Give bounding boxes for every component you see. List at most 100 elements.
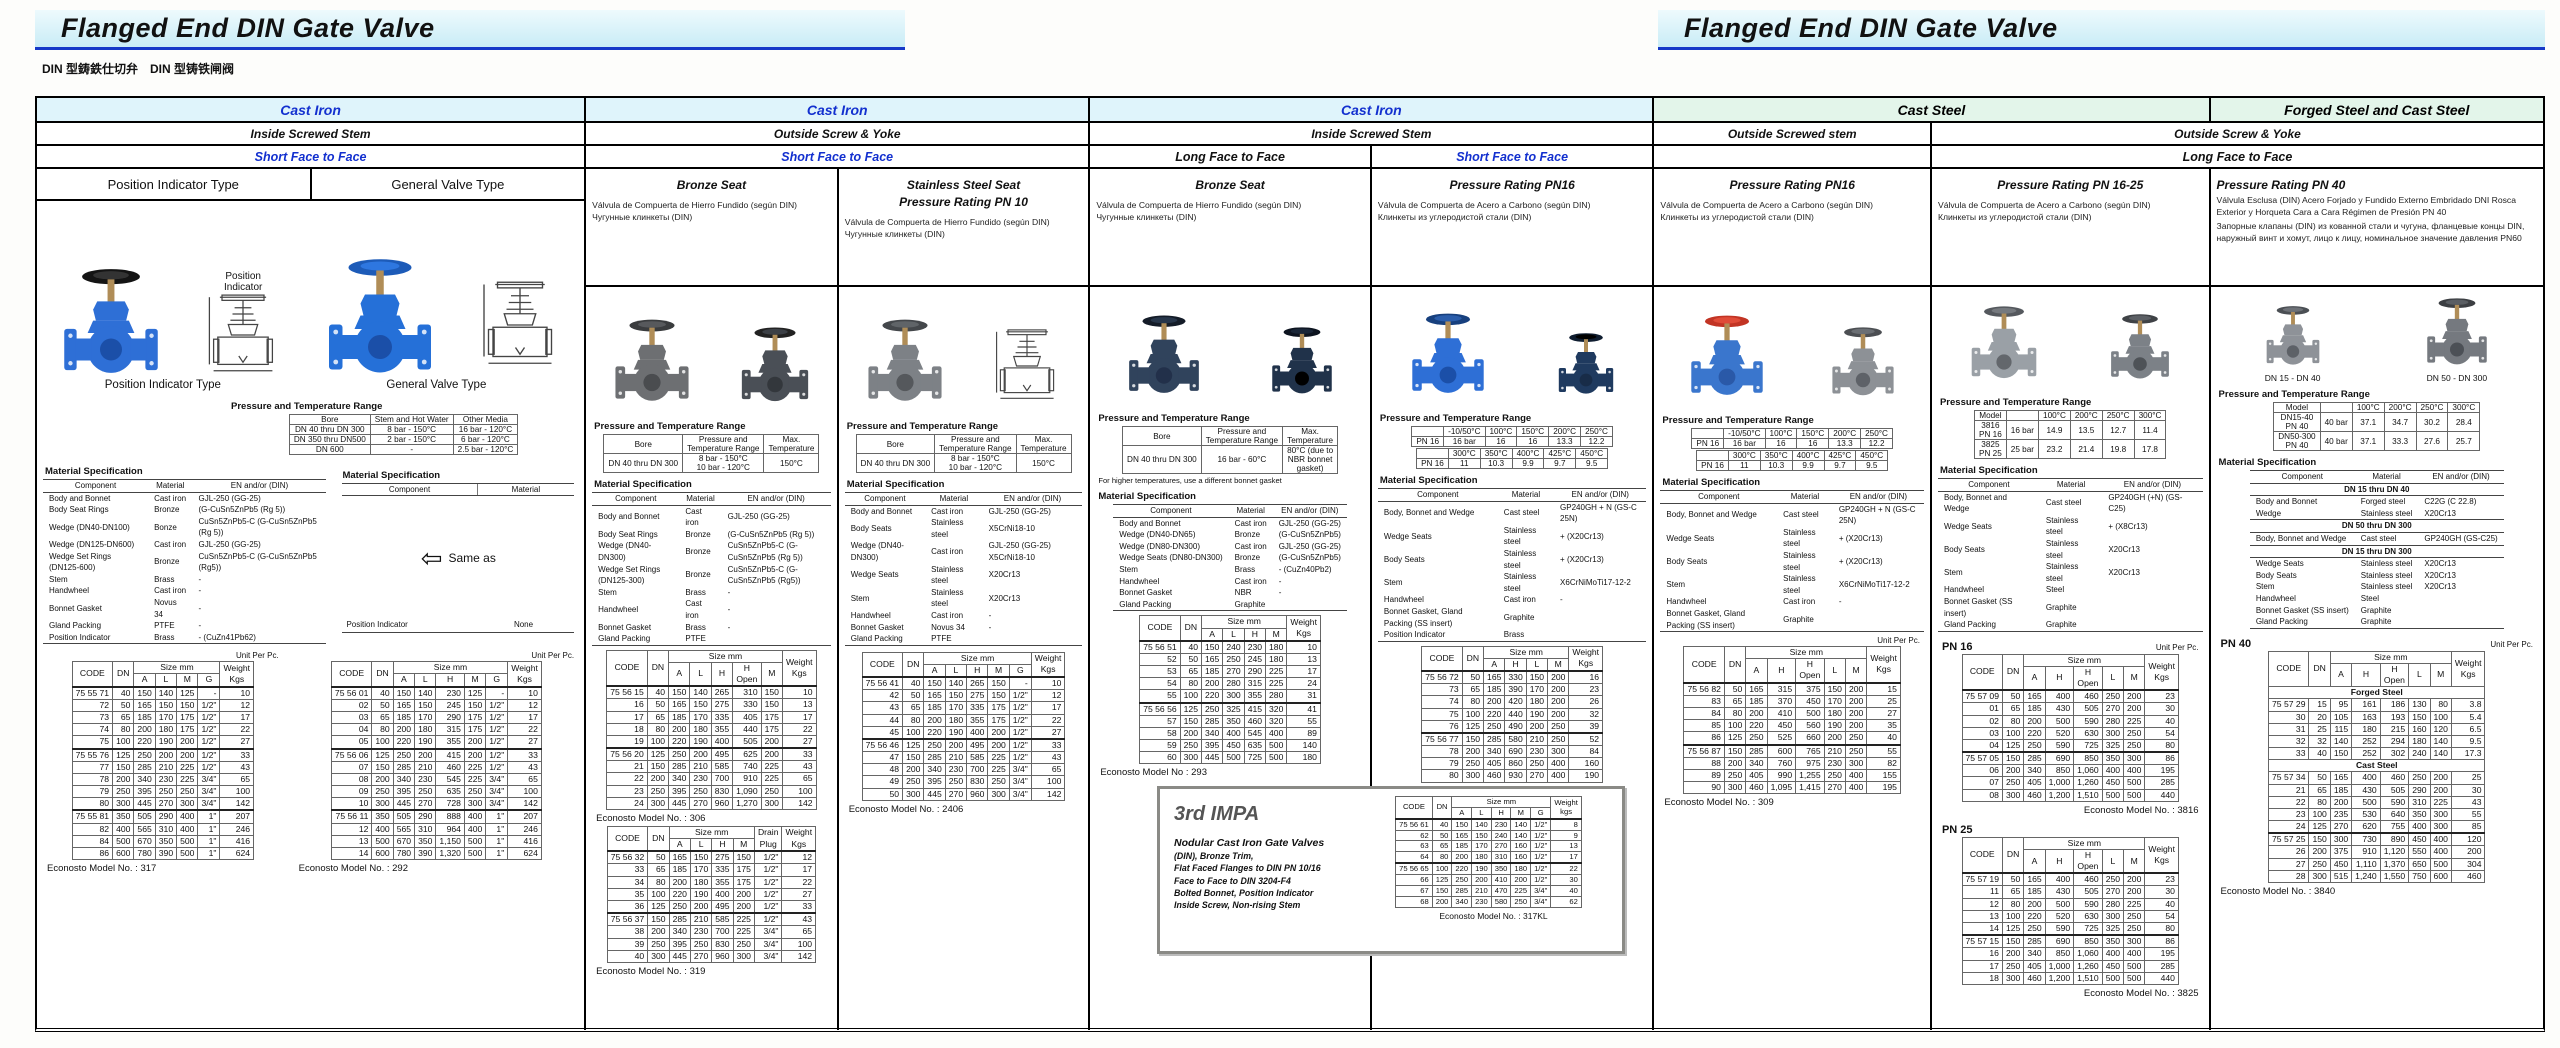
valve-photo-c1 [868,319,942,401]
panel-pn16-inside-short: Pressure Rating PN16 Válvula de Compuert… [1371,169,1655,1030]
material-spec-table-b: Component Material EN and/or (DIN) Body and… [586,492,837,646]
panel-bronze-seat-osy: Bronze Seat Válvula de Compuerta de Hier… [586,169,839,1030]
face-header-row: Short Face to Face Short Face to Face Lo… [37,146,2543,169]
valve-photo-position-indicator [64,269,159,373]
panel-f-title: Pressure Rating PN16 [1729,178,1855,192]
data-table: CODE DN Size mm Drain Plug Weight Kgs A L H M 75 … [606,825,817,963]
valve-photo-f1 [1691,315,1763,395]
data-table: CODE DN Size mm Weight Kgs A L H M G 75 56 41 40 15… [861,651,1066,801]
dimension-table-3840: CODE DN Size mm Weight Kgs A H H Open L M Forged … [2211,650,2543,883]
position-indicator-callout: Position Indicator [223,271,263,293]
title-band-right: Flanged End DIN Gate Valve [1658,10,2545,50]
model-no-3840: Econosto Model No. : 3840 [2220,885,2336,897]
face-long-2: Long Face to Face [2182,149,2293,164]
material-spec-table-a: Component Material EN and/or (DIN) Body and… [37,479,332,645]
page-title: Flanged End DIN Gate Valve [61,13,435,43]
stub-col-component: Component [388,485,431,494]
data-table: CODE DN Size mm Weight Kgs A L H H Open M 75 56 1… [606,649,817,810]
panel-pn40-forged-cast: Pressure Rating PN 40 Válvula Esclusa (D… [2210,169,2543,1030]
data-table: CODE DN Size mm Weight Kgs A H H Open L M Forged … [2268,650,2486,883]
title-band-left: Flanged End DIN Gate Valve [35,10,905,50]
dimension-table-306: CODE DN Size mm Weight Kgs A L H H Open M 75 56 1… [586,649,837,810]
caption-dn50-300: DN 50 - DN 300 [2426,373,2488,383]
unit-note-f: Unit Per Pc. [1877,636,1920,646]
group-cast-iron-2: Cast Iron [586,98,1091,121]
data-table: Model 100°C 200°C 250°C 300°C DN15-40 PN 40 40… [2273,402,2481,451]
valve-photo-h1 [2266,306,2319,365]
unit-note-a2: Unit Per Pc. [531,651,575,661]
data-table: Bore Pressure and Temperature Range Max. T… [855,434,1072,473]
data-table: 300°C 350°C 400°C 425°C 450°C PN 16 11 10.3 9.9 9… [1696,450,1889,471]
stem-osy-2: Outside Screw & Yoke [2174,126,2301,141]
pt-range-title-e: Pressure and Temperature Range [1379,413,1532,424]
page-title-right: Flanged End DIN Gate Valve [1684,13,2058,43]
data-table: CODE DN Size mm Weight Kgs A L H M 75 56 51 40 150… [1139,615,1321,765]
panel-h-desc-ru: Запорные клапаны (DIN) из кованной стали… [2216,221,2525,243]
face-short-3: Short Face to Face [1372,146,1655,167]
valve-photo-g2 [2111,314,2170,379]
data-table: CODE DN Size mm Weight Kgs A L H M G 75 56 01 40 15… [330,661,542,861]
valve-photo-e1 [1412,313,1484,393]
data-table: Component Material EN and/or (DIN) Body and… [43,479,327,645]
pt-range-table-e2: 300°C 350°C 400°C 425°C 450°C PN 16 11 10.3 9.9 9… [1372,448,1653,469]
pt-range-table-c: Bore Pressure and Temperature Range Max. T… [839,434,1089,473]
data-table: CODE DN Size mm Weight Kgs A H L M 75 56 72 50 165… [1421,645,1604,783]
dimension-table-3825: CODE DN Size mm Weight Kgs A H H Open L M 75 57 1… [1932,836,2209,985]
caption-general-valve-type: General Valve Type [386,379,487,391]
pt-range-table-f1: -10/50°C 100°C 150°C 200°C 250°C PN 16 16 bar 1… [1654,428,1930,449]
caption-position-indicator-type: Position Indicator Type [104,379,221,391]
panel-bronze-seat-long: Bronze Seat Válvula de Compuerta de Hier… [1090,169,1372,1030]
stub-col-material: Material [476,484,574,495]
data-table: CODE DN Size mm Weight Kgs A H H Open L M 75 57 0… [1961,653,2179,802]
impa-title: Nodular Cast Iron Gate Valves [1174,837,1325,849]
data-table: Component Material EN and/or (DIN) Body, Bo… [1660,490,1924,633]
left-arrow-icon: ⇦ [420,542,443,573]
group-forged-steel: Forged Steel and Cast Steel [2210,98,2543,121]
same-as-label: Same as [448,550,496,565]
impa-lines: (DIN), Bronze Trim, Flat Faced Flanges t… [1174,851,1321,911]
valve-diagram-general [483,281,552,364]
panel-pn16-25: Pressure Rating PN 16-25 Válvula de Comp… [1931,169,2211,1030]
panel-f-desc: Válvula de Compuerta de Acero a Carbono … [1660,200,1873,222]
panel-a-subheaders: Position Indicator Type General Valve Ty… [37,169,585,201]
valve-photo-f2 [1832,327,1894,396]
panel-g-desc: Válvula de Compuerta de Acero a Carbono … [1937,200,2151,222]
panel-c-title2: Pressure Rating PN 10 [899,195,1028,209]
model-no-317kl: Econosto Model No. : 317KL [1439,910,1548,921]
panel-b-title: Bronze Seat [676,178,747,192]
valve-photo-b1 [615,319,689,401]
material-spec-table-c: Component Material EN and/or (DIN) Body and… [839,492,1089,646]
dimension-table-3816: CODE DN Size mm Weight Kgs A H H Open L M 75 57 0… [1932,653,2209,802]
panel-g-title: Pressure Rating PN 16-25 [1997,178,2144,192]
group-cast-iron-1: Cast Iron [37,98,587,121]
face-short-2: Short Face to Face [586,146,1091,167]
valve-photo-d2 [1272,327,1332,394]
impa-badge: 3rd IMPA [1174,803,1260,825]
data-table: CODE DN Size mm Weight Kgs A L M G 75 55 71 40 150… [71,661,255,861]
data-table: -10/50°C 100°C 150°C 200°C 250°C PN 16 16 bar 1… [1411,426,1613,447]
panel-d-title: Bronze Seat [1195,178,1265,192]
panel-h-title: Pressure Rating PN 40 [2216,178,2346,192]
valve-photo-d1 [1129,315,1200,393]
material-spec-table-h: Component Material EN and/or (DIN) DN 15 th… [2211,470,2543,629]
dimension-table-315: CODE DN Size mm Weight Kgs A H L M 75 56 72 50 165… [1372,645,1653,783]
panel-pn16-outside-stem: Pressure Rating PN16 Válvula de Compuert… [1654,169,1932,1030]
material-spec-title-b: Material Specification [594,479,692,490]
model-no-309: Econosto Model No. : 309 [1664,797,1774,809]
subheader-position-indicator-type: Position Indicator Type [37,169,312,199]
data-table: CODE DN Size mm Weight Kgs A H H Open L M 75 56 8… [1683,646,1901,795]
pt-range-title-d: Pressure and Temperature Range [1098,413,1250,424]
model-no-306: Econosto Model No. : 306 [596,812,706,824]
pt-range-title-g: Pressure and Temperature Range [1939,397,2092,408]
stub-position-none: None [513,620,534,629]
stub-position-indicator: Position Indicator [346,620,408,629]
panel-stainless-seat-pn10: Stainless Steel Seat Pressure Rating PN … [838,169,1091,1030]
subheader-general-valve-type: General Valve Type [391,176,505,192]
pt-range-table-b: Bore Pressure and Temperature Range Max. T… [586,434,837,473]
dimension-table-319: CODE DN Size mm Drain Plug Weight Kgs A L H M 75 … [586,825,837,963]
panel-e-desc: Válvula de Compuerta de Acero a Carbono … [1377,200,1591,222]
panel-c-desc: Válvula de Compuerta de Hierro Fundido (… [844,217,1050,239]
material-spec-title-h: Material Specification [2218,457,2317,468]
material-spec-table-e: Component Material EN and/or (DIN) Body, Bo… [1372,488,1653,642]
unit-note-h: Unit Per Pc. [2490,639,2533,649]
